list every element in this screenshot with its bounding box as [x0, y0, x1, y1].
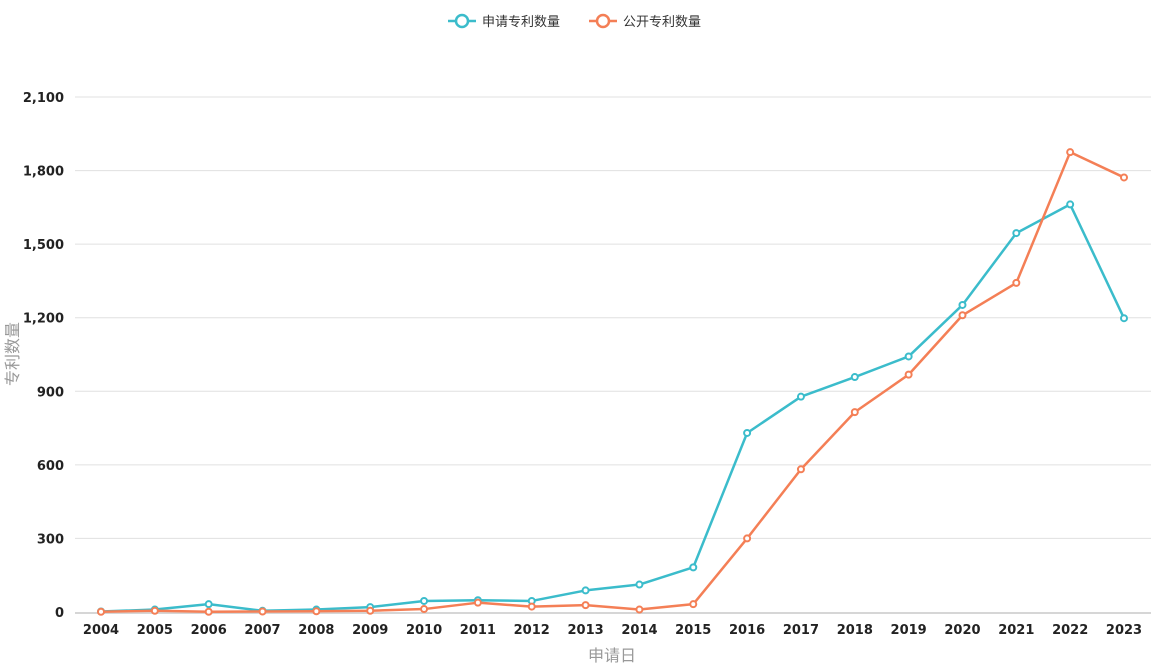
x-tick-label: 2011 — [460, 623, 496, 638]
data-point[interactable] — [204, 607, 213, 616]
x-tick-label: 2014 — [621, 623, 657, 638]
y-tick-label: 2,100 — [23, 91, 64, 106]
y-tick-label: 300 — [37, 532, 64, 547]
data-point[interactable] — [743, 534, 752, 543]
y-tick-label: 1,800 — [23, 165, 64, 180]
x-tick-label: 2005 — [137, 623, 173, 638]
data-point[interactable] — [796, 392, 805, 401]
data-point[interactable] — [1120, 173, 1128, 182]
y-tick-label: 600 — [37, 459, 64, 474]
data-point[interactable] — [581, 586, 590, 595]
x-axis-title: 申请日 — [588, 646, 636, 665]
data-point[interactable] — [150, 606, 159, 615]
data-point[interactable] — [420, 605, 429, 614]
legend[interactable]: 申请专利数量 公开专利数量 — [448, 13, 701, 30]
data-point[interactable] — [312, 607, 321, 616]
data-point[interactable] — [1120, 314, 1128, 323]
legend-circle-icon — [454, 13, 470, 29]
x-tick-label: 2023 — [1106, 623, 1142, 638]
x-tick-label: 2019 — [891, 623, 927, 638]
y-tick-label: 1,200 — [23, 312, 64, 327]
data-point[interactable] — [97, 607, 105, 616]
data-point[interactable] — [689, 600, 698, 609]
x-tick-label: 2016 — [729, 623, 765, 638]
data-point[interactable] — [904, 370, 913, 379]
data-point[interactable] — [1012, 229, 1021, 238]
x-tick-label: 2015 — [675, 623, 711, 638]
x-tick-label: 2012 — [514, 623, 550, 638]
data-point[interactable] — [473, 598, 482, 607]
data-point[interactable] — [796, 465, 805, 474]
data-point[interactable] — [743, 428, 752, 437]
x-tick-label: 2021 — [998, 623, 1034, 638]
y-axis-title: 专利数量 — [3, 322, 22, 386]
data-point[interactable] — [1066, 200, 1075, 209]
data-point[interactable] — [958, 300, 967, 309]
y-tick-label: 900 — [37, 385, 64, 400]
x-tick-label: 2009 — [352, 623, 388, 638]
y-tick-label: 0 — [55, 606, 64, 621]
data-point[interactable] — [689, 563, 698, 572]
data-point[interactable] — [904, 352, 913, 361]
series-2 — [97, 148, 1128, 616]
series-1 — [97, 200, 1128, 616]
data-point[interactable] — [958, 311, 967, 320]
data-point[interactable] — [635, 605, 644, 614]
series-line-1 — [99, 203, 1126, 613]
x-tick-label: 2017 — [783, 623, 819, 638]
data-point[interactable] — [258, 607, 267, 616]
x-tick-label: 2022 — [1052, 623, 1088, 638]
legend-item-2[interactable]: 公开专利数量 — [589, 13, 701, 30]
x-tick-label: 2006 — [191, 623, 227, 638]
data-point[interactable] — [1012, 278, 1021, 287]
data-point[interactable] — [850, 373, 859, 382]
series-lines — [97, 148, 1128, 616]
x-tick-label: 2018 — [837, 623, 873, 638]
data-point[interactable] — [527, 602, 536, 611]
y-tick-label: 1,500 — [23, 238, 64, 253]
data-point[interactable] — [204, 600, 213, 609]
x-tick-label: 2013 — [567, 623, 603, 638]
x-tick-label: 2010 — [406, 623, 442, 638]
data-point[interactable] — [366, 606, 375, 615]
legend-circle-icon — [595, 13, 611, 29]
x-tick-label: 2020 — [944, 623, 980, 638]
legend-label: 公开专利数量 — [623, 15, 701, 30]
grid-lines — [75, 96, 1151, 539]
data-point[interactable] — [850, 408, 859, 417]
x-tick-label: 2004 — [83, 623, 119, 638]
x-tick-label: 2007 — [244, 623, 280, 638]
data-point[interactable] — [581, 601, 590, 610]
data-point[interactable] — [420, 596, 429, 605]
data-point[interactable] — [1066, 148, 1075, 157]
x-tick-label: 2008 — [298, 623, 334, 638]
series-line-2 — [99, 150, 1126, 613]
data-point[interactable] — [635, 580, 644, 589]
legend-item-1[interactable]: 申请专利数量 — [448, 13, 560, 30]
axes: 0 300 600 900 1,200 1,500 1,800 2,100 2004 2005 20… — [23, 91, 1151, 638]
legend-label: 申请专利数量 — [482, 15, 560, 30]
